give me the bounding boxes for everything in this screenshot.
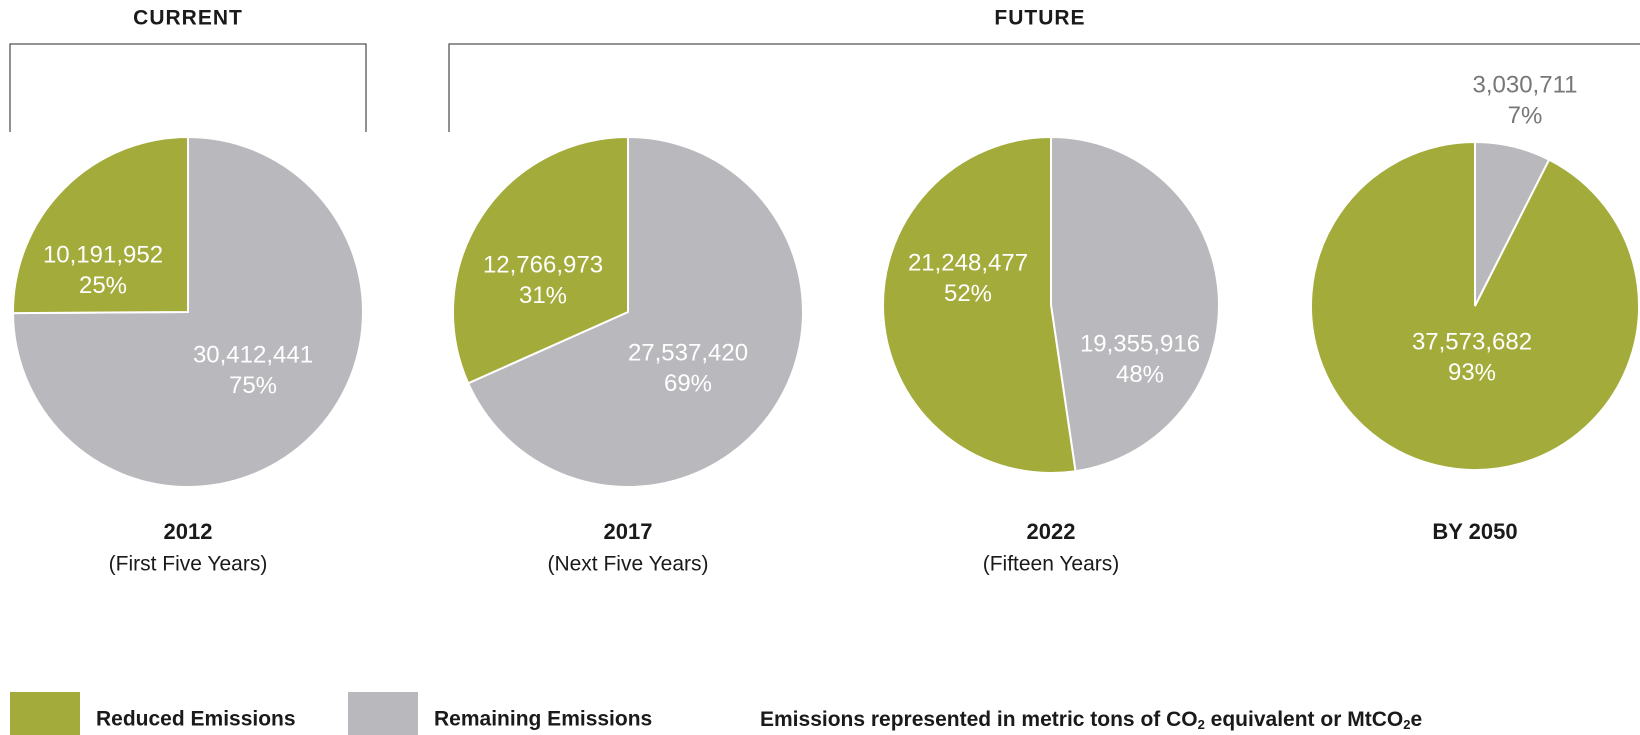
percent-label: 75% bbox=[229, 372, 277, 399]
pie-slice bbox=[1310, 140, 1640, 471]
pie-subtitle: (Next Five Years) bbox=[547, 553, 708, 576]
bracket bbox=[9, 43, 367, 132]
pie-subtitle: (Fifteen Years) bbox=[983, 553, 1120, 576]
percent-value: 52 bbox=[944, 280, 971, 307]
value-label: 27,537,420 bbox=[628, 339, 748, 366]
percent-value: 93 bbox=[1448, 359, 1475, 386]
legend-label: Reduced Emissions bbox=[96, 708, 296, 731]
pie-slice bbox=[12, 135, 189, 315]
note-sub: 2 bbox=[1403, 717, 1410, 732]
pie-title: BY 2050 bbox=[1432, 519, 1517, 544]
legend-swatch bbox=[348, 692, 418, 735]
group-label: CURRENT bbox=[133, 7, 243, 30]
value-label: 21,248,477 bbox=[908, 249, 1028, 276]
legend-label: Remaining Emissions bbox=[434, 708, 652, 731]
value-label: 3,030,711 bbox=[1473, 71, 1578, 98]
note: Emissions represented in metric tons of … bbox=[760, 708, 1422, 733]
percent-label: 69% bbox=[664, 370, 712, 397]
percent-label: 48% bbox=[1116, 361, 1164, 388]
note-text: Emissions represented in metric tons of … bbox=[760, 708, 1198, 731]
value-label: 10,191,952 bbox=[43, 241, 163, 268]
pie-slice bbox=[1050, 135, 1220, 473]
percent-value: 31 bbox=[519, 282, 546, 309]
percent-value: 75 bbox=[229, 372, 256, 399]
value-label: 37,573,682 bbox=[1412, 328, 1532, 355]
pie-slice bbox=[466, 135, 804, 488]
percent-label: 31% bbox=[519, 282, 567, 309]
note-sub: 2 bbox=[1198, 717, 1205, 732]
legend-swatch bbox=[10, 692, 80, 735]
percent-label: 7% bbox=[1508, 102, 1543, 129]
percent-value: 69 bbox=[664, 370, 691, 397]
percent-value: 48 bbox=[1116, 361, 1143, 388]
percent-label: 25% bbox=[79, 272, 127, 299]
bracket bbox=[448, 43, 1640, 132]
value-label: 19,355,916 bbox=[1080, 330, 1200, 357]
pie-title: 2012 bbox=[164, 519, 213, 544]
pie-slice bbox=[882, 135, 1077, 474]
pie-subtitle: (First Five Years) bbox=[109, 553, 268, 576]
value-label: 12,766,973 bbox=[483, 251, 603, 278]
percent-value: 25 bbox=[79, 272, 106, 299]
percent-label: 93% bbox=[1448, 359, 1496, 386]
note-text: e bbox=[1410, 708, 1422, 731]
pie-title: 2017 bbox=[604, 519, 653, 544]
pie-slice bbox=[452, 135, 629, 385]
percent-label: 52% bbox=[944, 280, 992, 307]
group-label: FUTURE bbox=[994, 7, 1085, 30]
pie-title: 2022 bbox=[1027, 519, 1076, 544]
note-text: equivalent or MtCO bbox=[1205, 708, 1403, 731]
percent-value: 7 bbox=[1508, 102, 1521, 129]
value-label: 30,412,441 bbox=[193, 341, 313, 368]
